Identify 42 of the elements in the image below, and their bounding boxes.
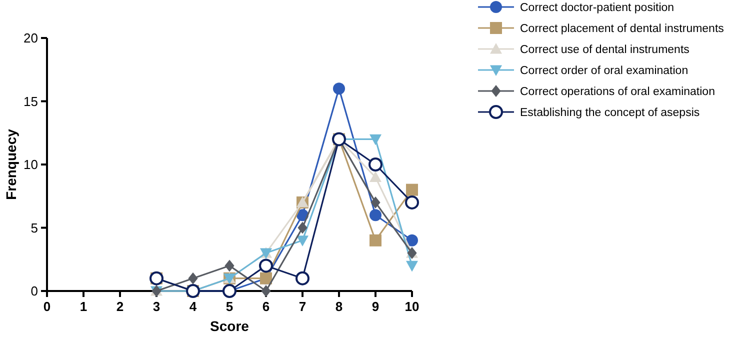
x-tick-label: 6 bbox=[262, 299, 270, 314]
x-axis-title: Score bbox=[210, 318, 250, 334]
point bbox=[370, 234, 382, 246]
legend-label: Correct use of dental instruments bbox=[520, 44, 690, 56]
y-tick-label: 0 bbox=[30, 284, 38, 299]
legend-label: Correct doctor-patient position bbox=[520, 2, 674, 14]
x-tick-label: 4 bbox=[189, 299, 198, 314]
legend-label: Correct placement of dental instruments bbox=[520, 23, 724, 36]
point bbox=[370, 134, 382, 146]
point bbox=[405, 195, 419, 210]
point bbox=[406, 260, 418, 272]
y-tick-label: 15 bbox=[24, 94, 38, 109]
point bbox=[259, 258, 273, 273]
x-tick-label: 8 bbox=[335, 299, 343, 314]
x-tick-label: 2 bbox=[116, 299, 124, 314]
point bbox=[298, 222, 308, 234]
point bbox=[370, 171, 382, 182]
y-tick-label: 10 bbox=[24, 157, 38, 172]
point bbox=[370, 196, 380, 208]
y-tick-label: 20 bbox=[24, 30, 38, 46]
x-tick-label: 7 bbox=[298, 299, 306, 314]
y-axis-title: Frenquecy bbox=[3, 128, 19, 200]
point bbox=[368, 158, 382, 172]
point bbox=[224, 260, 234, 272]
x-tick-label: 1 bbox=[80, 299, 88, 314]
point bbox=[406, 184, 418, 196]
x-tick-label: 3 bbox=[152, 299, 160, 314]
legend-label: Establishing the concept of asepsis bbox=[520, 107, 700, 120]
x-tick-label: 9 bbox=[372, 299, 380, 314]
x-tick-label: 0 bbox=[43, 299, 51, 314]
point bbox=[296, 271, 310, 286]
point bbox=[261, 285, 271, 297]
legend-label: Correct order of oral examination bbox=[520, 65, 688, 78]
x-tick-label: 5 bbox=[226, 299, 234, 314]
y-tick-label: 5 bbox=[30, 220, 38, 236]
point bbox=[188, 272, 198, 284]
point bbox=[296, 236, 308, 246]
point bbox=[406, 234, 418, 246]
point bbox=[333, 82, 345, 95]
x-tick-label: 10 bbox=[404, 299, 420, 314]
point bbox=[370, 209, 382, 222]
legend-label: Correct operations of oral examination bbox=[520, 86, 715, 98]
